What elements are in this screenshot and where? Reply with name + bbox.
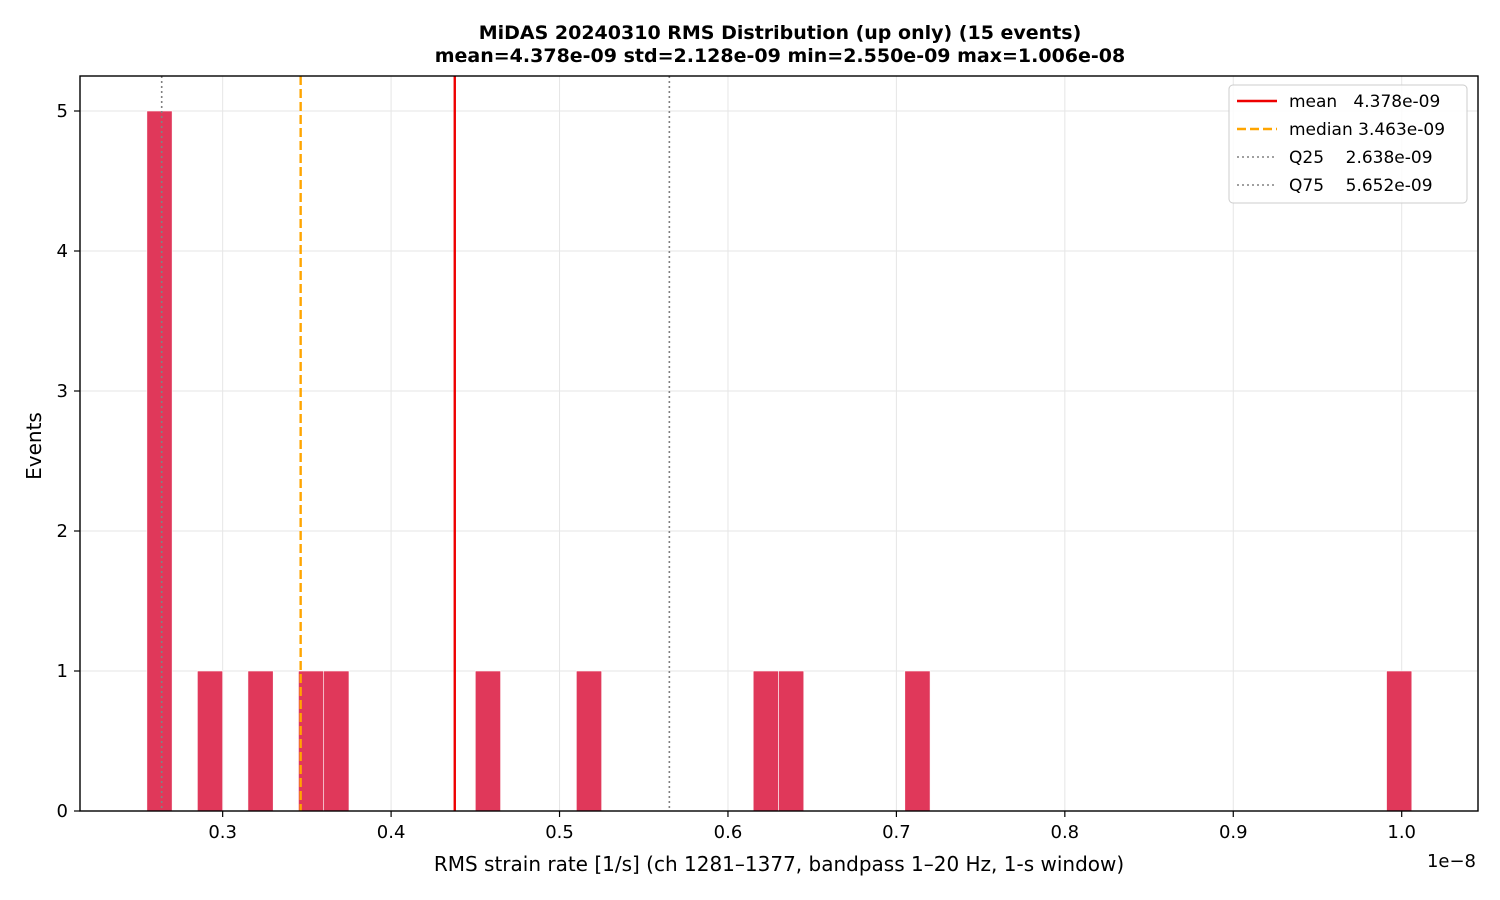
x-axis-ticks: 0.3 0.4 0.5 0.6 0.7 0.8 0.9 1.0 [208,811,1416,843]
histogram-bar-9 [904,670,931,812]
legend-label-q75: Q75 5.652e-09 [1289,176,1433,196]
x-axis-offset-label: 1e−8 [1427,851,1476,872]
x-tick-label-0: 0.3 [208,822,237,843]
histogram-bar-2 [247,670,274,812]
y-tick-label-2: 2 [57,521,68,542]
histogram-bar-8 [778,670,805,812]
y-axis-ticks: 0 1 2 3 4 5 [57,101,80,822]
x-tick-label-3: 0.6 [714,822,743,843]
reference-lines [160,76,671,811]
legend-entries: mean 4.378e-09 median 3.463e-09 Q25 2.638e… [1237,92,1445,196]
chart-subtitle: mean=4.378e-09 std=2.128e-09 min=2.550e-… [435,45,1126,67]
legend-label-median: median 3.463e-09 [1289,120,1445,140]
x-tick-label-4: 0.7 [882,822,911,843]
plot-area-frame [79,75,1479,812]
legend: mean 4.378e-09 median 3.463e-09 Q25 2.638e… [1228,84,1468,204]
histogram-bar-7 [752,670,779,812]
legend-label-mean: mean 4.378e-09 [1289,92,1440,112]
histogram-bar-3 [298,670,325,812]
histogram-bar-0 [146,110,173,812]
x-tick-label-6: 0.9 [1219,822,1248,843]
x-tick-label-2: 0.5 [545,822,574,843]
histogram-bar-5 [475,670,501,812]
x-tick-label-7: 1.0 [1387,822,1416,843]
histogram-bar-10 [1386,670,1413,812]
x-tick-label-5: 0.8 [1051,822,1080,843]
histogram-bar-1 [197,670,223,812]
histogram-bars [146,110,1413,812]
legend-box [1228,84,1468,204]
legend-label-q25: Q25 2.638e-09 [1289,148,1433,168]
histogram-bar-4 [323,670,350,812]
y-axis-label: Events [22,412,46,480]
y-tick-label-5: 5 [57,101,68,122]
y-tick-label-1: 1 [57,661,68,682]
chart-title: MiDAS 20240310 RMS Distribution (up only… [479,22,1082,44]
x-axis-label: RMS strain rate [1/s] (ch 1281–1377, ban… [434,852,1124,876]
y-tick-label-3: 3 [57,381,68,402]
histogram-bar-6 [576,670,602,812]
y-tick-label-0: 0 [57,801,68,822]
y-tick-label-4: 4 [57,241,68,262]
x-tick-label-1: 0.4 [377,822,406,843]
